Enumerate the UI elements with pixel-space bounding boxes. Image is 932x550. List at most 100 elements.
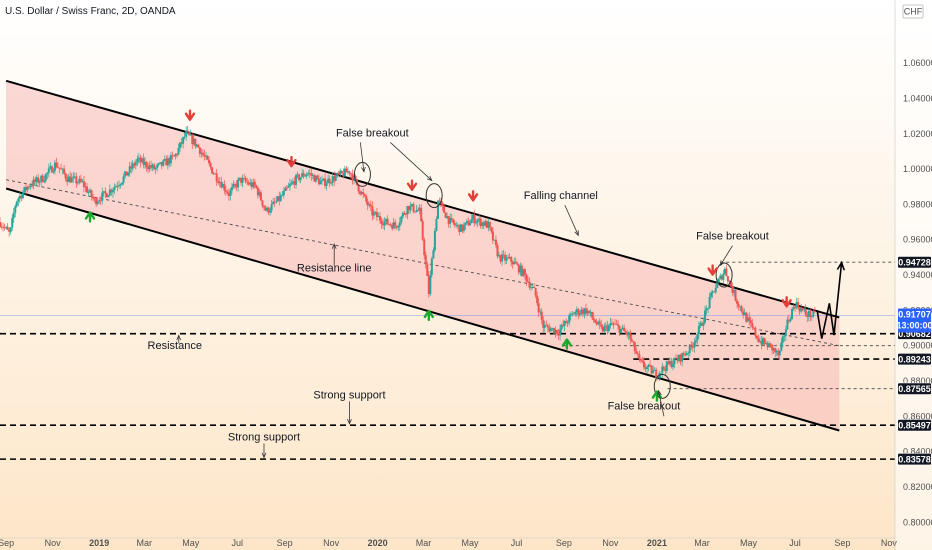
candle-body-414[interactable] bbox=[630, 339, 633, 342]
candle-body-192[interactable] bbox=[291, 181, 294, 183]
candle-body-360[interactable] bbox=[548, 327, 551, 332]
candle-body-367[interactable] bbox=[559, 329, 562, 336]
candle-body-446[interactable] bbox=[679, 354, 682, 362]
candle-body-306[interactable] bbox=[465, 220, 468, 223]
candle-body-445[interactable] bbox=[678, 354, 681, 361]
candle-body-49[interactable] bbox=[73, 176, 76, 178]
candle-body-59[interactable] bbox=[89, 190, 92, 193]
candle-body-530[interactable] bbox=[807, 311, 810, 317]
candle-body-29[interactable] bbox=[43, 180, 46, 183]
candle-body-339[interactable] bbox=[516, 263, 519, 265]
candle-body-516[interactable] bbox=[786, 319, 789, 330]
candle-body-179[interactable] bbox=[272, 201, 275, 205]
candle-body-534[interactable] bbox=[813, 311, 816, 312]
candle-body-307[interactable] bbox=[467, 220, 470, 226]
candle-body-187[interactable] bbox=[284, 187, 287, 191]
candle-body-208[interactable] bbox=[316, 175, 319, 179]
candle-body-500[interactable] bbox=[762, 338, 765, 345]
candle-body-420[interactable] bbox=[639, 358, 642, 361]
candle-body-113[interactable] bbox=[171, 155, 174, 156]
candle-body-148[interactable] bbox=[224, 190, 227, 192]
candle-body-240[interactable] bbox=[365, 195, 368, 202]
candle-body-238[interactable] bbox=[362, 192, 365, 195]
candle-body-221[interactable] bbox=[336, 173, 339, 177]
candle-body-437[interactable] bbox=[665, 361, 668, 371]
candle-body-301[interactable] bbox=[458, 224, 461, 233]
candle-body-440[interactable] bbox=[670, 361, 673, 368]
candle-body-450[interactable] bbox=[685, 353, 688, 355]
candle-body-498[interactable] bbox=[758, 341, 761, 342]
candle-body-491[interactable] bbox=[748, 317, 751, 321]
candle-body-294[interactable] bbox=[447, 216, 450, 224]
candle-body-366[interactable] bbox=[557, 333, 560, 336]
candle-body-32[interactable] bbox=[47, 168, 50, 173]
candle-body-214[interactable] bbox=[325, 183, 328, 186]
candle-body-493[interactable] bbox=[751, 323, 754, 328]
candle-body-98[interactable] bbox=[148, 165, 151, 170]
candle-body-315[interactable] bbox=[479, 218, 482, 227]
candle-body-10[interactable] bbox=[14, 206, 17, 213]
candle-body-244[interactable] bbox=[371, 206, 374, 216]
candle-body-466[interactable] bbox=[710, 292, 713, 297]
candle-body-282[interactable] bbox=[429, 274, 432, 295]
candle-body-249[interactable] bbox=[378, 215, 381, 221]
candle-body-60[interactable] bbox=[90, 190, 93, 197]
candle-body-341[interactable] bbox=[519, 265, 522, 273]
candle-body-503[interactable] bbox=[766, 342, 769, 348]
candle-body-202[interactable] bbox=[307, 173, 310, 175]
candle-body-296[interactable] bbox=[450, 217, 453, 220]
candle-body-501[interactable] bbox=[763, 338, 766, 344]
candle-body-475[interactable] bbox=[723, 268, 726, 274]
candle-body-499[interactable] bbox=[760, 341, 763, 345]
candle-body-509[interactable] bbox=[775, 350, 778, 353]
candle-body-344[interactable] bbox=[523, 269, 526, 275]
candle-body-271[interactable] bbox=[412, 204, 415, 212]
candle-body-33[interactable] bbox=[49, 166, 52, 169]
candle-body-248[interactable] bbox=[377, 215, 380, 218]
candle-body-93[interactable] bbox=[140, 158, 143, 163]
candle-body-403[interactable] bbox=[613, 323, 616, 325]
candle-body-274[interactable] bbox=[417, 209, 420, 211]
candle-body-65[interactable] bbox=[98, 200, 101, 202]
candle-body-284[interactable] bbox=[432, 250, 435, 259]
candle-body-213[interactable] bbox=[324, 178, 327, 186]
candle-body-164[interactable] bbox=[249, 182, 252, 185]
candle-body-331[interactable] bbox=[504, 255, 507, 261]
candle-body-154[interactable] bbox=[234, 184, 237, 185]
candle-body-132[interactable] bbox=[200, 152, 203, 154]
candle-body-517[interactable] bbox=[787, 319, 790, 322]
candle-body-1[interactable] bbox=[0, 226, 3, 228]
candle-body-166[interactable] bbox=[252, 181, 255, 188]
candle-body-158[interactable] bbox=[240, 177, 243, 183]
candle-body-416[interactable] bbox=[633, 342, 636, 352]
candle-body-206[interactable] bbox=[313, 175, 316, 182]
candle-body-167[interactable] bbox=[253, 181, 256, 186]
candle-body-255[interactable] bbox=[388, 224, 391, 226]
candle-body-381[interactable] bbox=[580, 309, 583, 314]
candle-body-526[interactable] bbox=[801, 308, 804, 311]
candle-body-478[interactable] bbox=[728, 280, 731, 282]
candle-body-205[interactable] bbox=[311, 175, 314, 177]
candle-body-295[interactable] bbox=[449, 217, 452, 224]
candle-body-232[interactable] bbox=[353, 175, 356, 181]
candle-body-16[interactable] bbox=[23, 186, 26, 193]
candle-body-237[interactable] bbox=[360, 192, 363, 194]
candle-body-394[interactable] bbox=[600, 324, 603, 327]
candle-body-74[interactable] bbox=[111, 190, 114, 193]
candle-body-250[interactable] bbox=[380, 220, 383, 224]
candle-body-362[interactable] bbox=[551, 328, 554, 329]
candle-body-379[interactable] bbox=[577, 309, 580, 315]
candle-body-335[interactable] bbox=[510, 256, 513, 262]
candle-body-83[interactable] bbox=[125, 171, 128, 176]
candle-body-96[interactable] bbox=[145, 161, 148, 168]
candle-body-201[interactable] bbox=[305, 174, 308, 176]
candle-body-160[interactable] bbox=[243, 177, 246, 179]
candle-body-95[interactable] bbox=[143, 161, 146, 165]
candle-body-515[interactable] bbox=[784, 329, 787, 336]
candle-body-340[interactable] bbox=[517, 264, 520, 273]
candle-body-62[interactable] bbox=[93, 198, 96, 200]
candle-body-119[interactable] bbox=[180, 142, 183, 144]
candle-body-293[interactable] bbox=[446, 216, 449, 218]
candle-body-203[interactable] bbox=[308, 173, 311, 174]
candle-body-145[interactable] bbox=[220, 181, 223, 188]
